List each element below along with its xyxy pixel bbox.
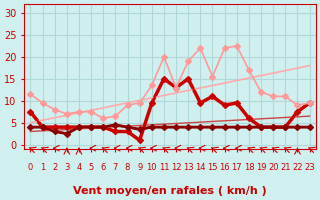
X-axis label: Vent moyen/en rafales ( km/h ): Vent moyen/en rafales ( km/h ) <box>73 186 267 196</box>
